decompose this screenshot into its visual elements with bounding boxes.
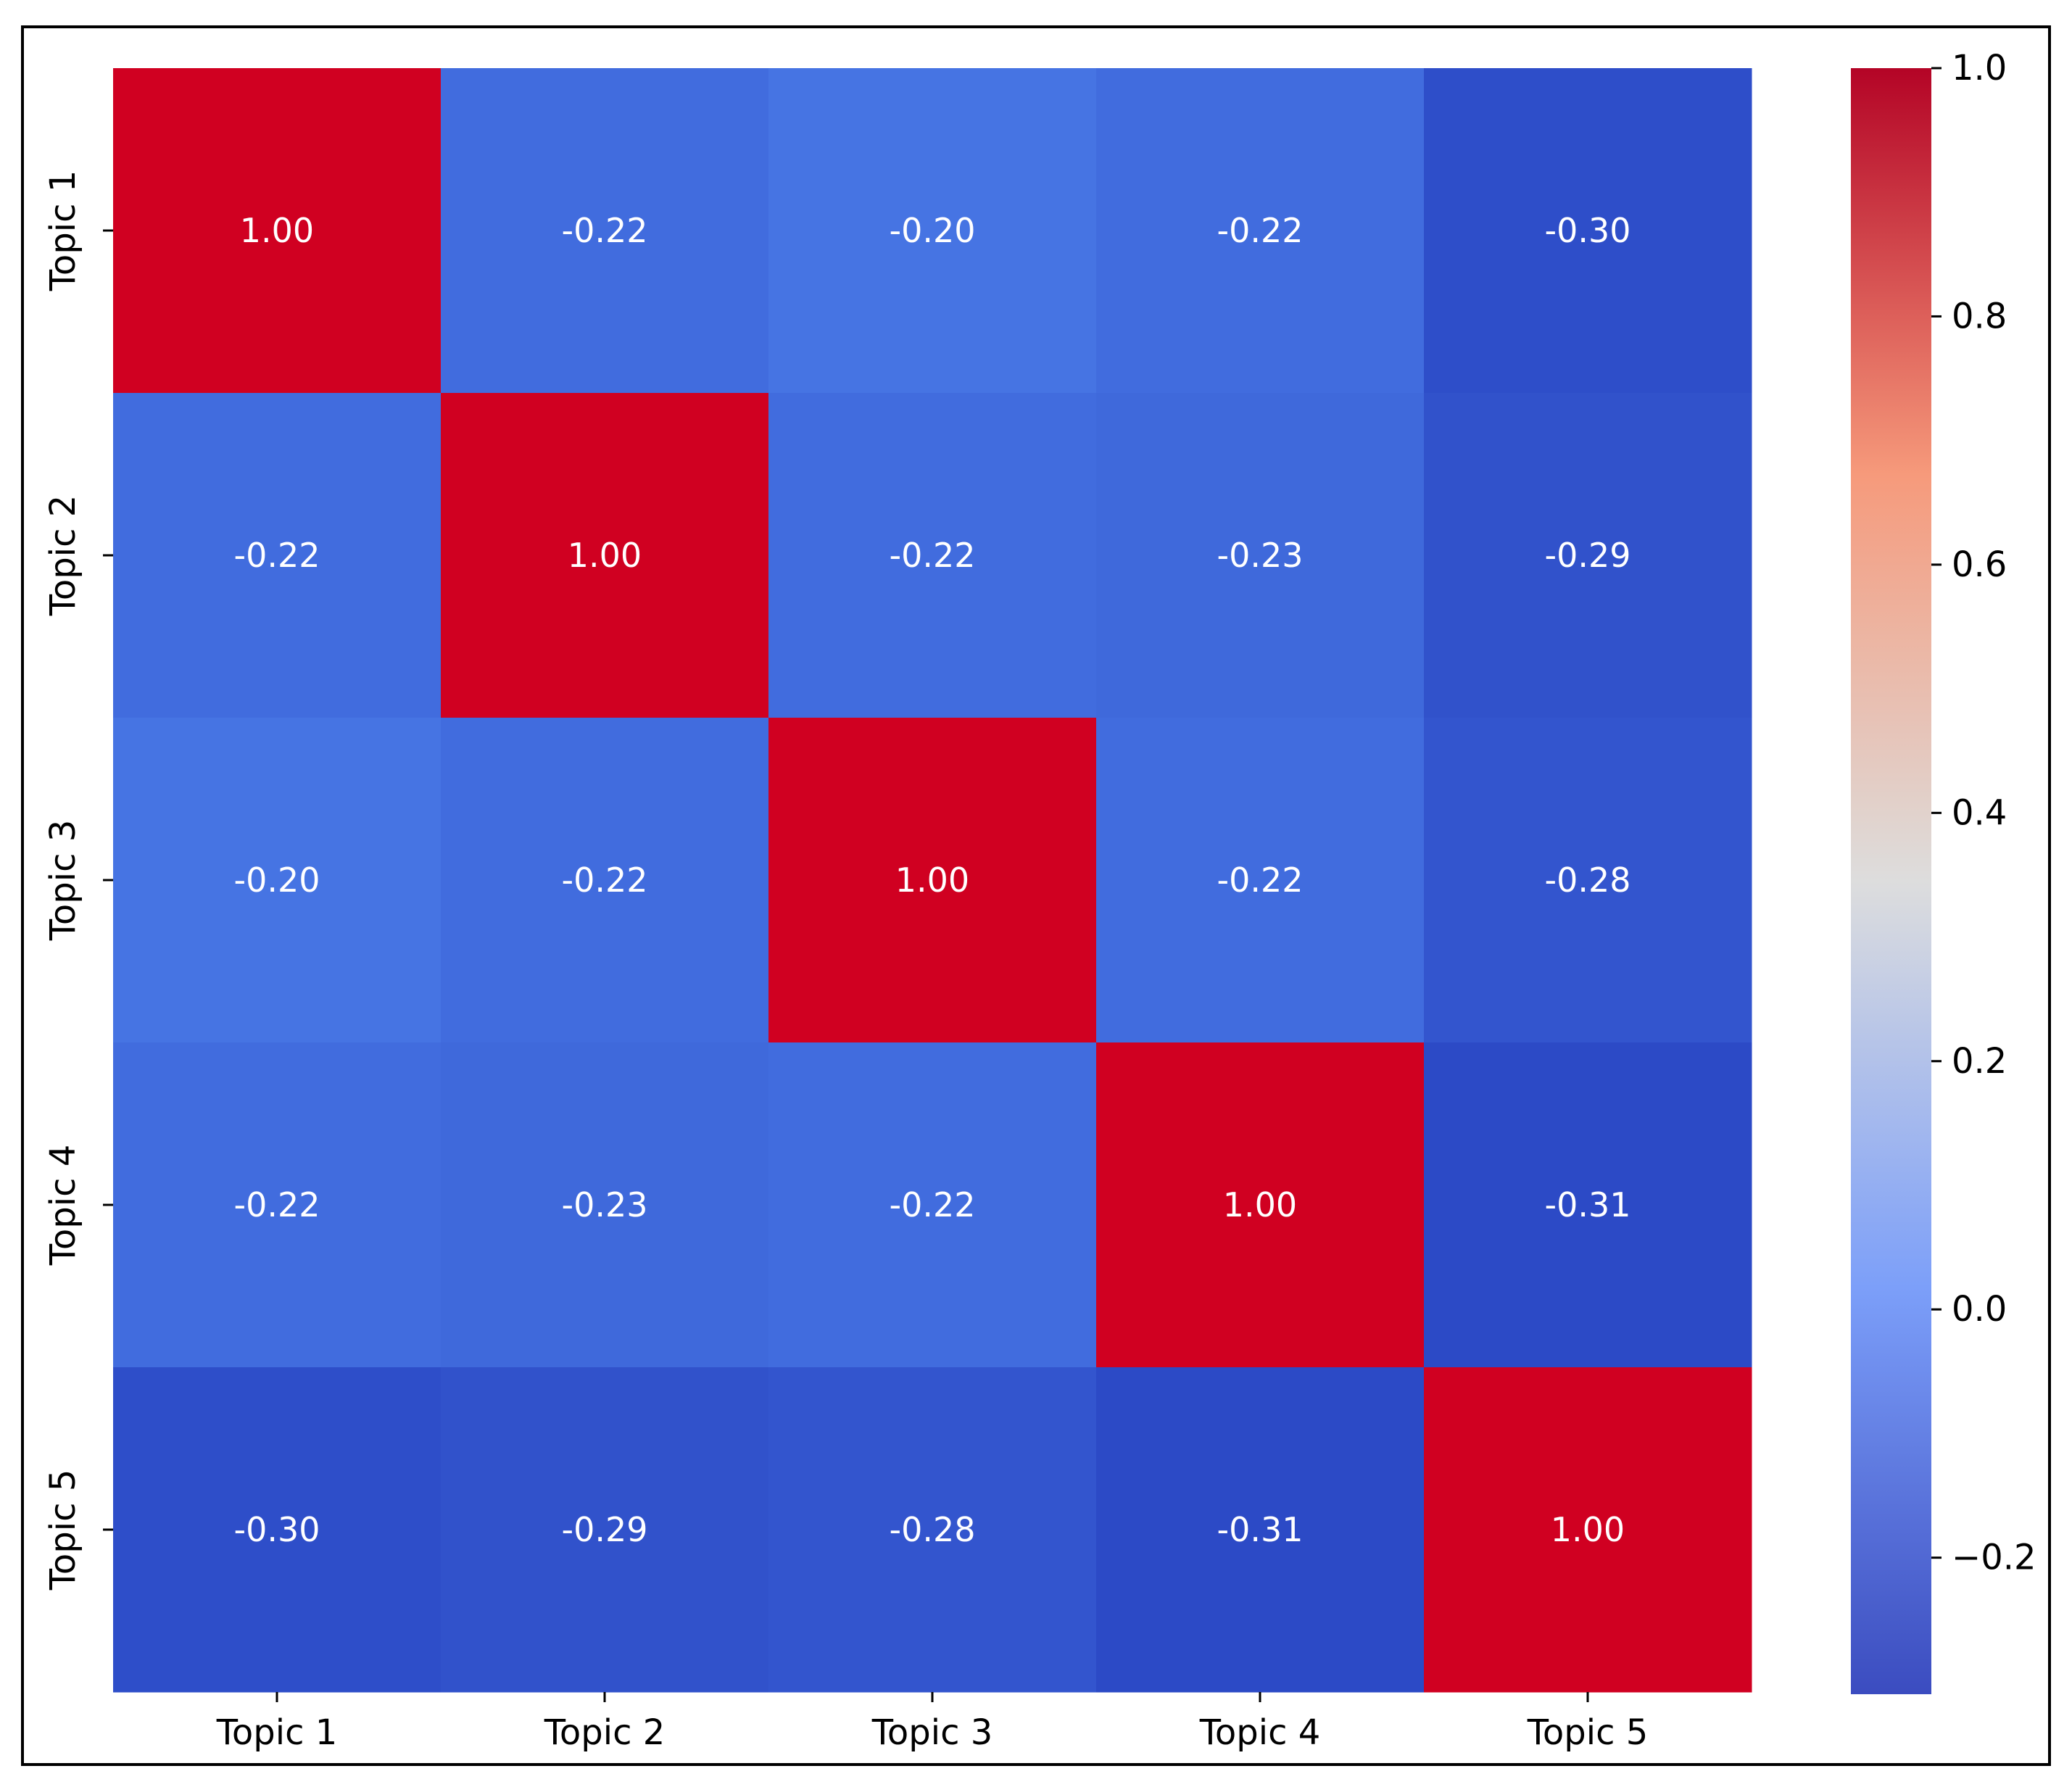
- heatmap-cell-r5-c5: [1424, 1367, 1752, 1693]
- cell-annotation-r2-c5: -0.29: [1544, 536, 1630, 575]
- colorbar-gradient: [1851, 68, 1931, 1694]
- cell-annotation-r1-c2: -0.22: [561, 211, 647, 250]
- cell-annotation-r3-c5: -0.28: [1544, 861, 1630, 900]
- cell-annotation-r4-c1: -0.22: [233, 1185, 320, 1224]
- cell-annotation-r2-c3: -0.22: [889, 536, 975, 575]
- cell-annotation-r2-c1: -0.22: [233, 536, 320, 575]
- cell-annotation-r5-c5: 1.00: [1551, 1510, 1625, 1549]
- y-tick-label: Topic 1: [43, 170, 83, 292]
- cell-annotation-r2-c4: -0.23: [1217, 536, 1303, 575]
- heatmap-cell-r3-c3: [768, 718, 1097, 1043]
- colorbar-tick-label: −0.2: [1952, 1538, 2036, 1578]
- heatmap-cell-r5-c1: [113, 1367, 442, 1693]
- cell-annotation-r3-c4: -0.22: [1217, 861, 1303, 900]
- colorbar-tick-label: 0.2: [1952, 1041, 2007, 1082]
- heatmap-cell-r2-c4: [1096, 393, 1425, 718]
- colorbar-tick-label: 1.0: [1952, 48, 2007, 88]
- heatmap-cell-r1-c2: [441, 68, 769, 394]
- cell-annotation-r4-c3: -0.22: [889, 1185, 975, 1224]
- heatmap-cell-r1-c1: [113, 68, 442, 394]
- cell-annotation-r1-c5: -0.30: [1544, 211, 1630, 250]
- cell-annotation-r3-c2: -0.22: [561, 861, 647, 900]
- y-tick-label: Topic 2: [43, 495, 83, 617]
- cell-annotation-r4-c2: -0.23: [561, 1185, 647, 1224]
- heatmap-cell-r4-c1: [113, 1042, 442, 1368]
- heatmap-cell-r4-c5: [1424, 1042, 1752, 1368]
- y-tick-label: Topic 4: [43, 1145, 83, 1266]
- colorbar-tick-label: 0.0: [1952, 1289, 2007, 1330]
- x-tick-label: Topic 5: [1527, 1712, 1649, 1753]
- cell-annotation-r5-c1: -0.30: [233, 1510, 320, 1549]
- x-tick-label: Topic 3: [871, 1712, 993, 1753]
- x-tick-label: Topic 1: [216, 1712, 338, 1753]
- figure-border: [21, 25, 2051, 1766]
- y-tick-label: Topic 5: [43, 1469, 83, 1591]
- cell-annotation-r5-c2: -0.29: [561, 1510, 647, 1549]
- cell-annotation-r5-c3: -0.28: [889, 1510, 975, 1549]
- colorbar-tick-label: 0.4: [1952, 792, 2007, 833]
- heatmap-cell-r2-c3: [768, 393, 1097, 718]
- heatmap-cell-r5-c4: [1096, 1367, 1425, 1693]
- cell-annotation-r2-c2: 1.00: [568, 536, 642, 575]
- heatmap-cell-r1-c5: [1424, 68, 1752, 394]
- heatmap-cells: [113, 68, 1752, 1693]
- cell-annotations: 1.00 -0.22 -0.20 -0.22 -0.30 -0.22 1.00 -0.22 -0…: [233, 211, 1630, 1549]
- cell-annotation-r1-c3: -0.20: [889, 211, 975, 250]
- x-axis: Topic 1 Topic 2 Topic 3 Topic 4 Topic 5: [216, 1692, 1649, 1753]
- y-tick-label: Topic 3: [43, 820, 83, 942]
- cell-annotation-r1-c4: -0.22: [1217, 211, 1303, 250]
- heatmap-cell-r5-c2: [441, 1367, 769, 1693]
- heatmap-cell-r5-c3: [768, 1367, 1097, 1693]
- cell-annotation-r4-c4: 1.00: [1223, 1185, 1297, 1224]
- heatmap-cell-r1-c3: [768, 68, 1097, 394]
- heatmap-cell-r2-c2: [441, 393, 769, 718]
- cell-annotation-r1-c1: 1.00: [240, 211, 314, 250]
- heatmap-cell-r1-c4: [1096, 68, 1425, 394]
- cell-annotation-r3-c3: 1.00: [895, 861, 969, 900]
- heatmap-cell-r3-c1: [113, 718, 442, 1043]
- x-tick-label: Topic 2: [544, 1712, 666, 1753]
- cell-annotation-r5-c4: -0.31: [1217, 1510, 1303, 1549]
- x-tick-label: Topic 4: [1199, 1712, 1321, 1753]
- heatmap-cell-r4-c3: [768, 1042, 1097, 1368]
- heatmap-cell-r4-c4: [1096, 1042, 1425, 1368]
- heatmap-cell-r2-c5: [1424, 393, 1752, 718]
- colorbar-tick-label: 0.8: [1952, 296, 2007, 336]
- cell-annotation-r3-c1: -0.20: [233, 861, 320, 900]
- colorbar: 1.0 0.8 0.6 0.4 0.2 0.0 −0.2: [1851, 48, 2036, 1694]
- heatmap-cell-r2-c1: [113, 393, 442, 718]
- heatmap-cell-r3-c4: [1096, 718, 1425, 1043]
- cell-annotation-r4-c5: -0.31: [1544, 1185, 1630, 1224]
- heatmap-cell-r3-c2: [441, 718, 769, 1043]
- heatmap-cell-r3-c5: [1424, 718, 1752, 1043]
- y-axis: Topic 1 Topic 2 Topic 3 Topic 4 Topic 5: [43, 170, 113, 1591]
- colorbar-tick-label: 0.6: [1952, 544, 2007, 585]
- heatmap-cell-r4-c2: [441, 1042, 769, 1368]
